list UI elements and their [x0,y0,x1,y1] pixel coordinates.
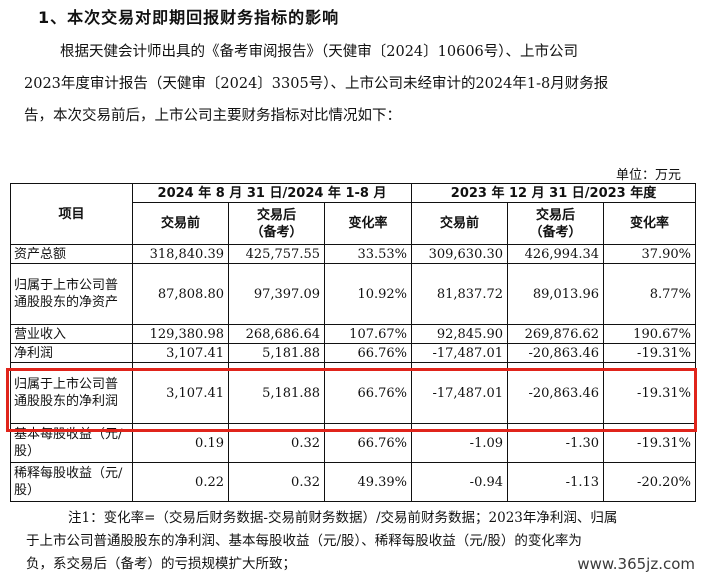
cell: 81,837.72 [411,263,509,325]
cell: -17,487.01 [411,343,509,363]
footnote-line-3: 负，系交易后（备考）的亏损规模扩大所致； [26,556,296,572]
cell: 33.53% [323,244,413,264]
intro-line-3: 告，本次交易前后，上市公司主要财务指标对比情况如下： [24,108,401,124]
table-row-highlighted: 归属于上市公司普通股股东的净利润 3,107.41 5,181.88 66.76… [10,362,697,424]
footnote: 注1：变化率=（交易后财务数据-交易前财务数据）/交易前财务数据；2023年净利… [12,507,702,576]
row-label: 净利润 [10,343,133,363]
cell: 0.32 [228,423,325,463]
cell: 3,107.41 [132,343,229,363]
cell: 89,013.96 [507,263,605,325]
cell: 0.22 [132,462,229,502]
cell: -0.94 [411,462,509,502]
sub-header-change: 变化率 [603,202,697,245]
cell: -20.20% [603,462,697,502]
cell: 269,876.62 [507,324,605,344]
intro-line-2: 2023年度审计报告（天健审〔2024〕3305号）、上市公司未经审计的2024… [24,76,609,92]
sub-header-before: 交易前 [132,202,229,245]
cell: 309,630.30 [411,244,509,264]
cell: 49.39% [323,462,413,502]
cell: 0.32 [228,462,325,502]
financial-indicator-table: 项目 2024 年 8 月 31 日/2024 年 1-8 月 2023 年 1… [10,183,697,502]
cell: 66.76% [323,343,413,363]
cell: 268,686.64 [228,324,325,344]
sub-header-change: 变化率 [323,202,413,245]
row-label: 资产总额 [10,244,133,264]
row-label: 营业收入 [10,324,133,344]
cell: 318,840.39 [132,244,229,264]
cell: 129,380.98 [132,324,229,344]
sub-header-after: 交易后 （备考） [507,202,605,245]
cell: 92,845.90 [411,324,509,344]
cell: 425,757.55 [228,244,325,264]
cell: -19.31% [603,362,697,424]
table-row: 基本每股收益（元/股） 0.19 0.32 66.76% -1.09 -1.30… [10,423,697,463]
table-row: 营业收入 129,380.98 268,686.64 107.67% 92,84… [10,324,697,344]
table-row: 归属于上市公司普通股股东的净资产 87,808.80 97,397.09 10.… [10,263,697,325]
cell: 426,994.34 [507,244,605,264]
cell: 10.92% [323,263,413,325]
table-row: 资产总额 318,840.39 425,757.55 33.53% 309,63… [10,244,697,264]
row-label: 归属于上市公司普通股股东的净利润 [10,362,133,424]
cell: 87,808.80 [132,263,229,325]
sub-header-after-line2: （备考） [250,224,303,240]
cell: -1.13 [507,462,605,502]
period-2023-header: 2023 年 12 月 31 日/2023 年度 [411,183,697,203]
cell: -19.31% [603,423,697,463]
cell: 8.77% [603,263,697,325]
cell: -1.09 [411,423,509,463]
cell: -19.31% [603,343,697,363]
cell: 107.67% [323,324,413,344]
sub-header-after-line1: 交易后 [256,207,296,223]
sub-header-after-line2: （备考） [529,224,582,240]
cell: 37.90% [603,244,697,264]
cell: 5,181.88 [228,362,325,424]
sub-header-before: 交易前 [411,202,509,245]
cell: 5,181.88 [228,343,325,363]
cell: -17,487.01 [411,362,509,424]
footnote-line-1: 注1：变化率=（交易后财务数据-交易前财务数据）/交易前财务数据；2023年净利… [68,510,618,526]
sub-header-after: 交易后 （备考） [228,202,325,245]
cell: 3,107.41 [132,362,229,424]
cell: 66.76% [323,423,413,463]
cell: 97,397.09 [228,263,325,325]
sub-header-after-line1: 交易后 [536,207,576,223]
row-label: 基本每股收益（元/股） [10,423,133,463]
footnote-line-2: 于上市公司普通股股东的净利润、基本每股收益（元/股）、稀释每股收益（元/股）的变… [26,533,582,549]
row-label: 稀释每股收益（元/股） [10,462,133,502]
item-header: 项目 [10,183,133,245]
section-heading: 1、本次交易对即期回报财务指标的影响 [38,8,340,27]
row-label: 归属于上市公司普通股股东的净资产 [10,263,133,325]
intro-line-1: 根据天健会计师出具的《备考审阅报告》（天健审〔2024〕10606号）、上市公司 [60,44,579,60]
unit-label: 单位：万元 [615,168,681,183]
table-row: 净利润 3,107.41 5,181.88 66.76% -17,487.01 … [10,343,697,363]
cell: -20,863.46 [507,362,605,424]
cell: 66.76% [323,362,413,424]
cell: -1.30 [507,423,605,463]
table-row: 稀释每股收益（元/股） 0.22 0.32 49.39% -0.94 -1.13… [10,462,697,502]
cell: -20,863.46 [507,343,605,363]
watermark: www.365jz.com [577,555,695,573]
cell: 190.67% [603,324,697,344]
cell: 0.19 [132,423,229,463]
period-2024-header: 2024 年 8 月 31 日/2024 年 1-8 月 [131,183,413,203]
